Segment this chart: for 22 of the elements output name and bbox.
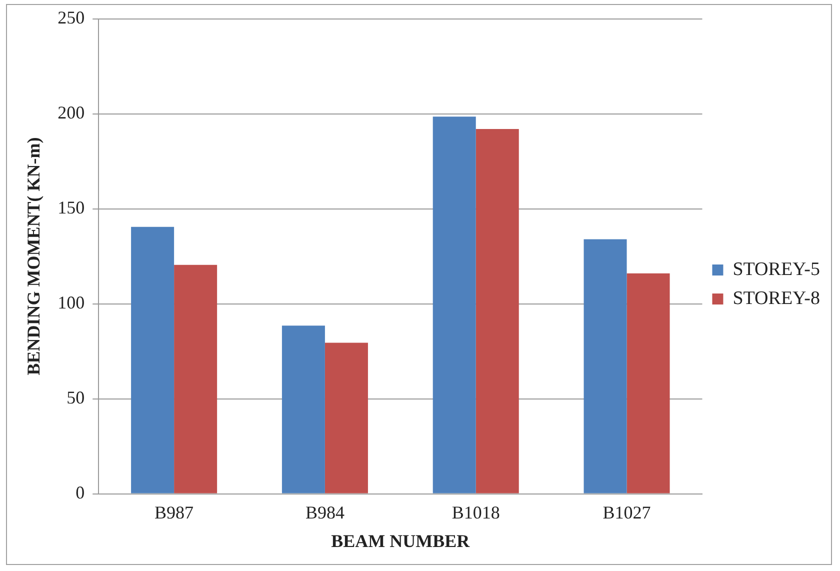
bar — [584, 239, 627, 494]
y-tick-label: 200 — [58, 102, 85, 123]
x-tick-label: B1027 — [602, 502, 651, 522]
legend-label: STOREY-5 — [732, 258, 820, 280]
x-axis-title: BEAM NUMBER — [331, 530, 471, 551]
bar — [626, 273, 670, 494]
legend-label: STOREY-8 — [732, 288, 820, 309]
bar — [131, 226, 174, 494]
y-tick-label: 150 — [58, 198, 85, 218]
y-tick-label: 50 — [66, 388, 85, 408]
y-tick-label: 100 — [58, 292, 85, 313]
x-tick-label: B984 — [305, 502, 344, 522]
y-tick-label: 250 — [58, 8, 85, 28]
bar — [432, 116, 476, 494]
bar — [174, 264, 218, 494]
y-axis-title: BENDING MOMENT( KN-m) — [23, 137, 44, 376]
x-tick-label: B987 — [154, 502, 194, 522]
x-tick-label: B1018 — [452, 502, 500, 522]
bar — [324, 342, 368, 494]
y-tick-label: 0 — [76, 482, 85, 503]
bar — [282, 326, 325, 494]
bar — [476, 129, 519, 494]
